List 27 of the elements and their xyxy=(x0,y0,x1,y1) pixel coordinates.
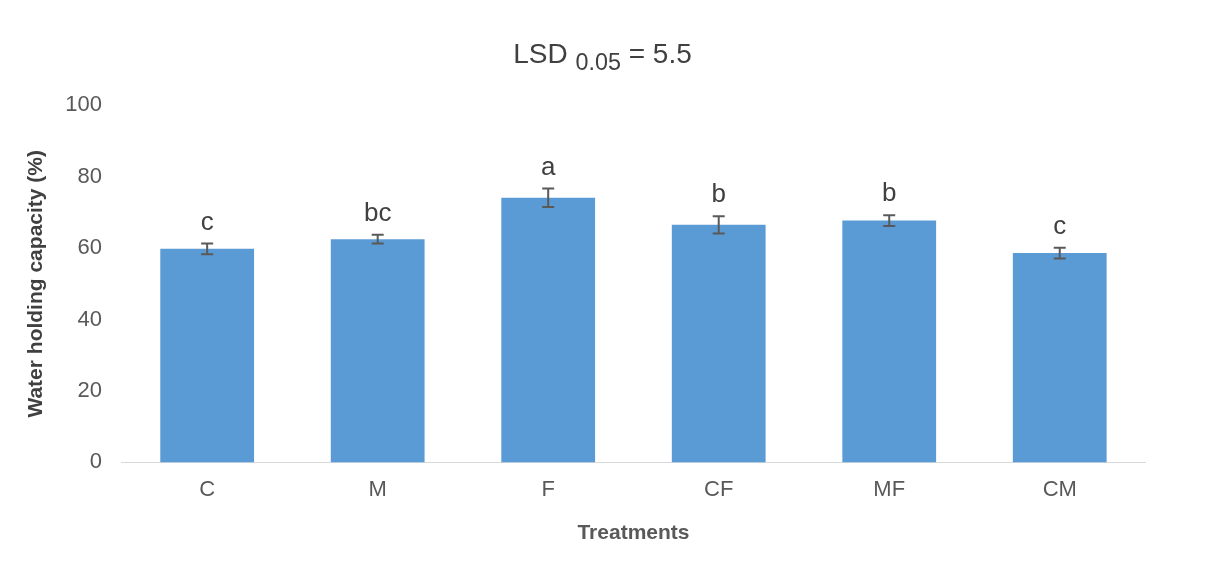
x-axis-title: Treatments xyxy=(577,520,690,544)
annotation: a xyxy=(540,150,556,181)
y-tick-label: 60 xyxy=(77,234,102,260)
annotation: c xyxy=(200,205,214,236)
y-tick-label: 100 xyxy=(65,91,102,117)
annotation: bc xyxy=(363,197,392,228)
bar xyxy=(330,239,425,463)
bar xyxy=(842,220,937,463)
chart-title: LSD $_{0.05}$ = 5.5 xyxy=(512,38,693,76)
y-tick-label: 20 xyxy=(77,377,102,403)
x-tick-label: C xyxy=(199,475,216,501)
x-tick-label: CF xyxy=(704,475,734,501)
annotation: c xyxy=(1053,209,1067,240)
bar xyxy=(501,197,596,463)
y-axis-title: Water holding capacity (%) xyxy=(23,150,47,418)
y-tick-label: 0 xyxy=(89,448,102,474)
annotation: b xyxy=(881,177,897,208)
x-tick-label: M xyxy=(368,475,387,501)
bar xyxy=(671,224,766,463)
x-tick-label: F xyxy=(541,475,555,501)
annotation: b xyxy=(711,178,726,209)
bar xyxy=(160,248,255,463)
y-tick-label: 80 xyxy=(77,162,102,188)
y-tick-label: 40 xyxy=(77,305,102,331)
x-tick-label: MF xyxy=(873,475,906,501)
x-tick-label: CM xyxy=(1042,475,1077,501)
bar xyxy=(1012,253,1107,463)
